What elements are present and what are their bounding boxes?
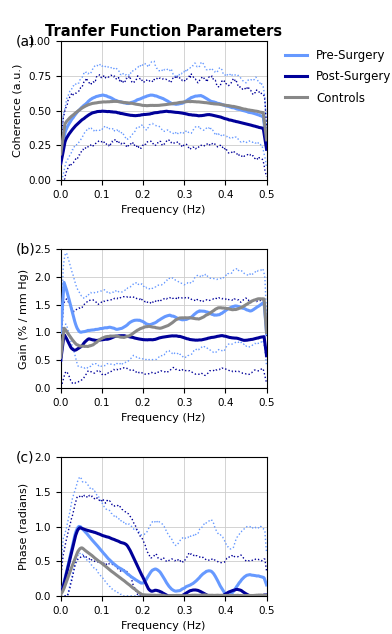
Legend: Pre-Surgery, Post-Surgery, Controls: Pre-Surgery, Post-Surgery, Controls bbox=[281, 44, 392, 109]
Text: (b): (b) bbox=[15, 242, 35, 256]
Text: (c): (c) bbox=[15, 450, 34, 464]
Y-axis label: Phase (radians): Phase (radians) bbox=[19, 483, 29, 570]
X-axis label: Frequency (Hz): Frequency (Hz) bbox=[122, 621, 206, 631]
X-axis label: Frequency (Hz): Frequency (Hz) bbox=[122, 413, 206, 424]
Y-axis label: Gain (% / mm Hg): Gain (% / mm Hg) bbox=[19, 269, 29, 368]
Title: Tranfer Function Parameters: Tranfer Function Parameters bbox=[45, 23, 282, 39]
X-axis label: Frequency (Hz): Frequency (Hz) bbox=[122, 205, 206, 215]
Text: (a): (a) bbox=[15, 34, 35, 48]
Y-axis label: Coherence (a.u.): Coherence (a.u.) bbox=[13, 64, 22, 157]
